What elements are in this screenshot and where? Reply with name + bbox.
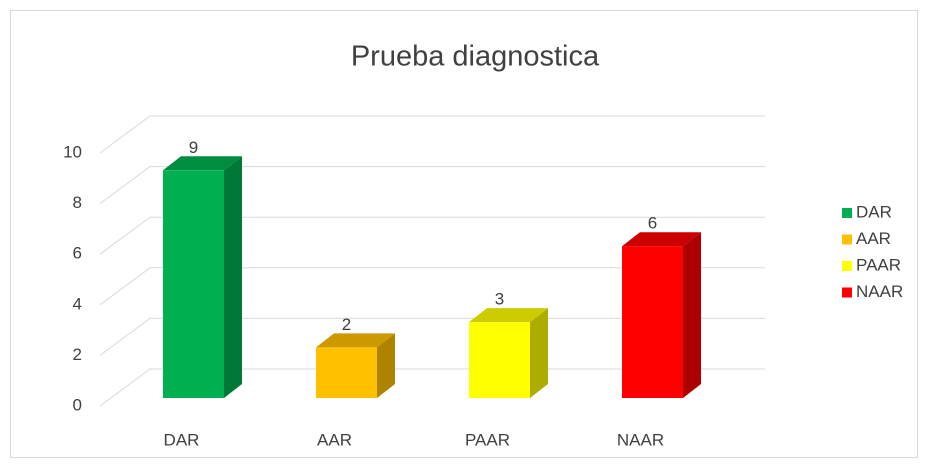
bar-side <box>530 308 548 398</box>
grid-line <box>99 166 765 205</box>
bar-front <box>163 170 224 398</box>
chart-title: Prueba diagnostica <box>351 41 600 73</box>
grid-line <box>99 317 765 356</box>
grid-line <box>99 115 765 154</box>
legend-label: PAAR <box>856 255 901 274</box>
legend-swatch <box>842 234 852 245</box>
legend-swatch <box>842 287 852 298</box>
value-label: 2 <box>342 315 351 334</box>
value-label: 9 <box>189 138 198 157</box>
value-label: 3 <box>495 290 504 309</box>
legend-label: DAR <box>856 202 892 221</box>
bar <box>316 333 395 398</box>
legend-label: AAR <box>856 229 891 248</box>
bar-front <box>316 347 377 398</box>
y-tick-label: 8 <box>73 193 82 212</box>
y-tick-label: 6 <box>73 244 82 263</box>
bar-top <box>163 156 242 171</box>
bar-top <box>316 333 395 348</box>
chart-border <box>10 10 918 458</box>
legend-swatch <box>842 208 852 218</box>
bar <box>163 156 242 398</box>
grid-line <box>99 267 765 306</box>
x-tick-label: NAAR <box>617 430 664 449</box>
grid-line <box>99 368 765 407</box>
bar-side <box>224 156 242 398</box>
legend-label: NAAR <box>856 282 903 301</box>
x-tick-label: DAR <box>164 430 200 449</box>
x-tick-label: AAR <box>317 430 352 449</box>
legend-swatch <box>842 261 852 271</box>
bar-front <box>622 246 683 398</box>
bar <box>469 308 548 398</box>
bar <box>622 232 701 398</box>
bar-top <box>469 308 548 323</box>
value-label: 6 <box>648 214 657 233</box>
y-tick-label: 10 <box>63 142 82 161</box>
bar-top <box>622 232 701 247</box>
y-tick-label: 4 <box>73 294 82 313</box>
bar-side <box>377 333 395 398</box>
grid-line <box>99 216 765 255</box>
y-tick-label: 0 <box>73 395 82 414</box>
bar-front <box>469 322 530 398</box>
bar-side <box>683 232 701 398</box>
y-tick-label: 2 <box>73 345 82 364</box>
x-tick-label: PAAR <box>465 430 510 449</box>
